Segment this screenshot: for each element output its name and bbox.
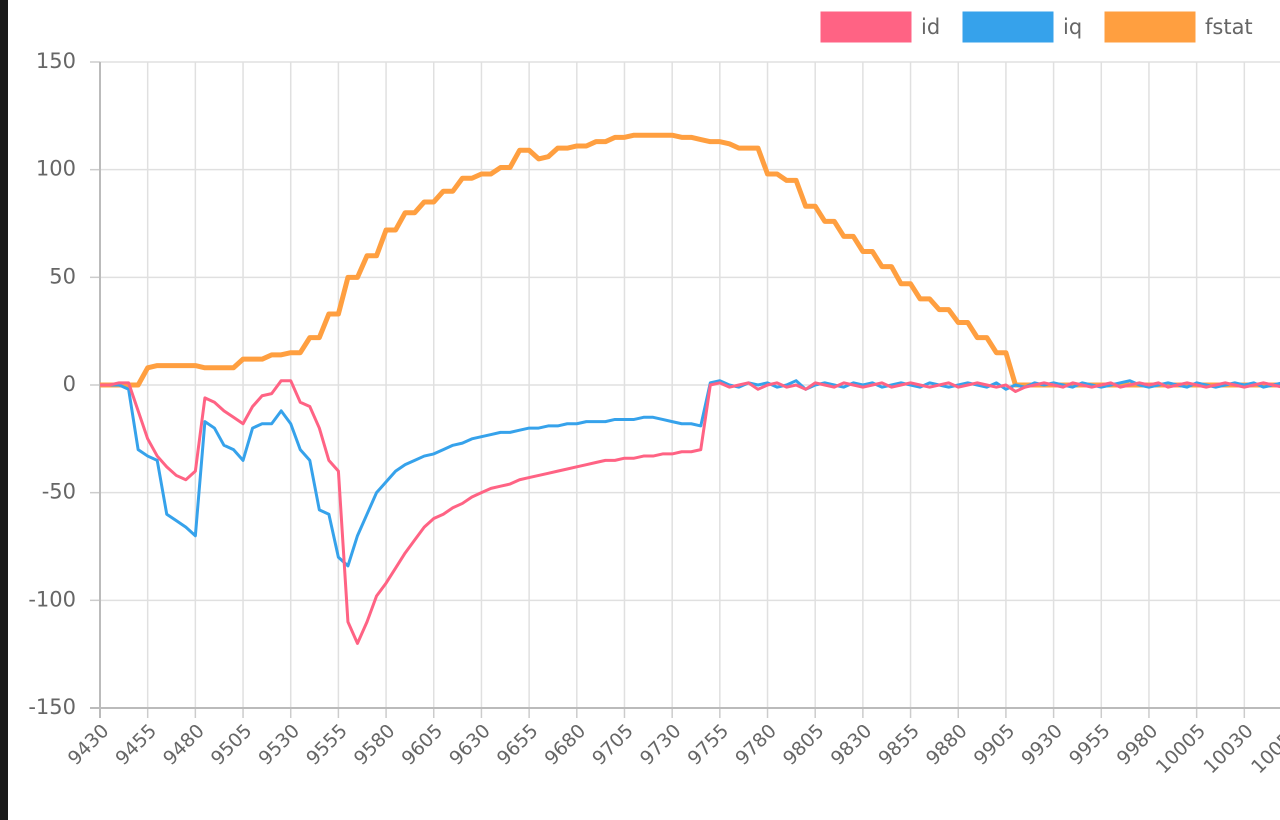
x-tick-label: 9480	[159, 720, 209, 770]
legend-swatch	[820, 11, 912, 43]
y-tick-label: -50	[42, 480, 76, 504]
series-line	[100, 379, 1280, 568]
x-tick-label: 9805	[779, 720, 829, 770]
x-tick-label: 9730	[636, 720, 686, 770]
y-tick-label: 100	[36, 157, 76, 181]
x-tick-label: 9430	[64, 720, 114, 770]
x-tick-label: 9880	[922, 720, 972, 770]
legend-label: fstat	[1205, 15, 1253, 39]
x-tick-label: 9655	[493, 720, 543, 770]
x-tick-label: 9755	[684, 720, 734, 770]
legend-swatch	[1104, 11, 1196, 43]
x-tick-label: 9705	[588, 720, 638, 770]
x-tick-label: 9455	[111, 720, 161, 770]
x-tick-label: 9530	[254, 720, 304, 770]
y-tick-label: 50	[49, 264, 76, 288]
x-tick-label: 10055	[1247, 720, 1280, 778]
x-tick-label: 9830	[827, 720, 877, 770]
legend-swatch	[962, 11, 1054, 43]
legend-label: id	[921, 15, 940, 39]
x-tick-label: 9930	[1017, 720, 1067, 770]
y-tick-label: 150	[36, 49, 76, 73]
x-tick-label: 9505	[207, 720, 257, 770]
x-tick-label: 9855	[874, 720, 924, 770]
x-tick-label: 10030	[1199, 720, 1257, 778]
x-tick-label: 9955	[1065, 720, 1115, 770]
x-tick-label: 9555	[302, 720, 352, 770]
series-line	[100, 132, 1280, 388]
x-tick-label: 10005	[1152, 720, 1210, 778]
x-tick-label: 9780	[731, 720, 781, 770]
legend-label: iq	[1063, 15, 1082, 39]
x-tick-label: 9580	[350, 720, 400, 770]
edge-strip	[0, 0, 8, 820]
y-tick-label: -100	[28, 587, 76, 611]
x-tick-label: 9905	[970, 720, 1020, 770]
x-tick-label: 9605	[397, 720, 447, 770]
y-tick-label: 0	[63, 372, 76, 396]
series-line	[100, 379, 1280, 645]
x-tick-label: 9680	[540, 720, 590, 770]
x-tick-label: 9630	[445, 720, 495, 770]
y-tick-label: -150	[28, 695, 76, 719]
